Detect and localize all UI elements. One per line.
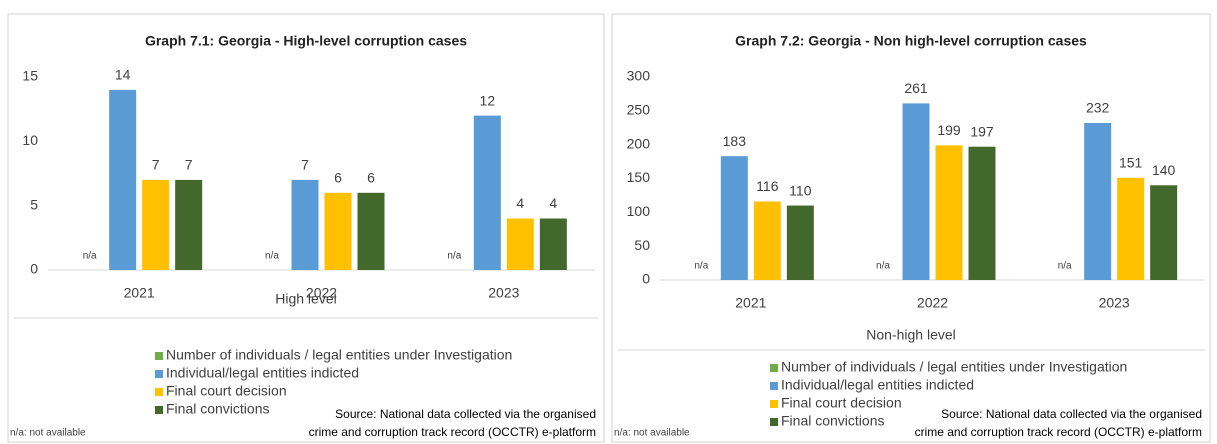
y-tick-label: 15 bbox=[22, 68, 38, 84]
bar bbox=[935, 145, 963, 280]
value-label: n/a bbox=[1058, 261, 1072, 272]
x-axis-title: High level bbox=[275, 291, 336, 307]
legend-label: Number of individuals / legal entities u… bbox=[166, 347, 512, 363]
y-tick-label: 300 bbox=[627, 68, 651, 84]
legend-swatch bbox=[770, 400, 778, 408]
y-tick-label: 0 bbox=[642, 271, 650, 287]
bar bbox=[720, 156, 748, 280]
bar bbox=[968, 146, 996, 280]
x-tick-label: 2021 bbox=[735, 295, 766, 311]
legend-label: Individual/legal entities indicted bbox=[781, 377, 974, 393]
y-tick-label: 5 bbox=[30, 196, 38, 212]
x-tick-label: 2022 bbox=[306, 285, 337, 301]
x-tick-label: 2023 bbox=[1099, 295, 1130, 311]
legend-swatch bbox=[155, 352, 163, 360]
value-label: n/a bbox=[876, 261, 890, 272]
chart-title: Graph 7.1: Georgia - High-level corrupti… bbox=[145, 33, 467, 49]
source: Source: National data collected via the … bbox=[335, 407, 596, 421]
legend-label: Final convictions bbox=[781, 413, 885, 429]
value-label: 199 bbox=[937, 122, 961, 138]
bar bbox=[175, 179, 203, 270]
value-label: 183 bbox=[723, 133, 747, 149]
x-axis-title: Non-high level bbox=[866, 327, 956, 343]
value-label: 7 bbox=[301, 157, 309, 173]
value-label: 7 bbox=[185, 157, 193, 173]
value-label: n/a bbox=[447, 251, 461, 262]
legend-swatch bbox=[155, 406, 163, 414]
legend-label: Final court decision bbox=[166, 383, 287, 399]
bar bbox=[324, 192, 352, 270]
source: crime and corruption track record (OCCTR… bbox=[309, 425, 596, 439]
bar bbox=[357, 192, 385, 270]
value-label: 6 bbox=[367, 170, 375, 186]
value-label: 140 bbox=[1152, 162, 1176, 178]
bar bbox=[753, 201, 781, 280]
legend-swatch bbox=[770, 382, 778, 390]
value-label: n/a bbox=[694, 261, 708, 272]
y-tick-label: 100 bbox=[627, 203, 651, 219]
y-tick-label: 250 bbox=[627, 102, 651, 118]
legend-label: Number of individuals / legal entities u… bbox=[781, 359, 1127, 375]
value-label: n/a bbox=[83, 251, 97, 262]
legend-swatch bbox=[155, 370, 163, 378]
bar bbox=[539, 218, 567, 270]
bar bbox=[902, 103, 930, 280]
bar bbox=[291, 179, 319, 270]
value-label: 12 bbox=[480, 92, 496, 108]
value-label: 232 bbox=[1086, 100, 1110, 116]
legend-swatch bbox=[770, 418, 778, 426]
y-tick-label: 0 bbox=[30, 261, 38, 277]
value-label: 4 bbox=[549, 195, 557, 211]
value-label: 261 bbox=[904, 80, 928, 96]
bar bbox=[473, 115, 501, 270]
legend-label: Final convictions bbox=[166, 401, 270, 417]
legend-swatch bbox=[770, 364, 778, 372]
footnote: n/a: not available bbox=[614, 428, 690, 439]
value-label: 151 bbox=[1119, 155, 1143, 171]
footnote: n/a: not available bbox=[10, 428, 86, 439]
bar bbox=[142, 179, 170, 270]
value-label: n/a bbox=[265, 251, 279, 262]
y-tick-label: 10 bbox=[22, 132, 38, 148]
x-tick-label: 2023 bbox=[488, 285, 519, 301]
x-tick-label: 2021 bbox=[124, 285, 155, 301]
legend-swatch bbox=[155, 388, 163, 396]
source: Source: National data collected via the … bbox=[941, 407, 1202, 421]
bar bbox=[1117, 177, 1145, 280]
bar bbox=[786, 205, 814, 280]
value-label: 110 bbox=[789, 182, 812, 198]
value-label: 7 bbox=[152, 157, 160, 173]
bar bbox=[109, 89, 137, 270]
legend-label: Final court decision bbox=[781, 395, 902, 411]
value-label: 6 bbox=[334, 170, 342, 186]
bar bbox=[1084, 123, 1112, 280]
chart-title: Graph 7.2: Georgia - Non high-level corr… bbox=[735, 33, 1087, 49]
value-label: 14 bbox=[115, 67, 131, 83]
bar bbox=[1150, 185, 1178, 280]
y-tick-label: 50 bbox=[634, 237, 650, 253]
y-tick-label: 200 bbox=[627, 135, 651, 151]
value-label: 4 bbox=[516, 195, 524, 211]
y-tick-label: 150 bbox=[627, 169, 651, 185]
value-label: 197 bbox=[970, 123, 994, 139]
bar bbox=[506, 218, 534, 270]
value-label: 116 bbox=[756, 178, 779, 194]
source: crime and corruption track record (OCCTR… bbox=[915, 425, 1202, 439]
x-tick-label: 2022 bbox=[917, 295, 948, 311]
legend-label: Individual/legal entities indicted bbox=[166, 365, 359, 381]
